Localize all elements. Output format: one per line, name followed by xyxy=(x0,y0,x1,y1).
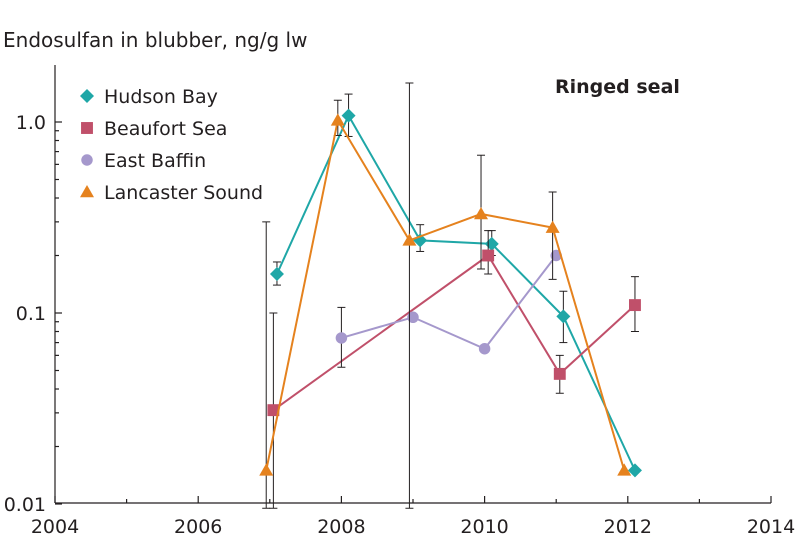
x-tick-label: 2010 xyxy=(460,516,508,538)
series-east-baffin xyxy=(335,249,562,368)
data-point-beaufort-sea xyxy=(482,249,495,262)
series-line-lancaster-sound xyxy=(265,117,626,471)
data-point-beaufort-sea xyxy=(629,299,641,312)
data-point-east-baffin xyxy=(478,342,491,355)
series-hudson-bay xyxy=(269,93,642,478)
legend-marker-east-baffin xyxy=(81,154,93,166)
data-point-beaufort-sea xyxy=(553,367,566,380)
y-tick-label: 0.01 xyxy=(4,494,46,516)
chart-title: Endosulfan in blubber, ng/g lw xyxy=(3,28,307,52)
data-point-lancaster-sound xyxy=(330,113,345,126)
legend-marker-beaufort-sea xyxy=(81,122,93,134)
legend-label-hudson-bay: Hudson Bay xyxy=(104,86,218,108)
legend-label-lancaster-sound: Lancaster Sound xyxy=(104,182,263,204)
x-tick-label: 2008 xyxy=(317,516,365,538)
series-beaufort-sea xyxy=(267,230,641,509)
series-lancaster-sound xyxy=(259,82,632,509)
legend-label-beaufort-sea: Beaufort Sea xyxy=(104,118,227,140)
data-point-lancaster-sound xyxy=(402,233,417,246)
data-point-lancaster-sound xyxy=(545,220,560,233)
y-tick-label: 1.0 xyxy=(16,112,46,134)
data-point-hudson-bay xyxy=(341,108,356,123)
plot-area xyxy=(259,82,642,509)
x-tick-label: 2006 xyxy=(174,516,222,538)
y-tick-label: 0.1 xyxy=(16,303,46,325)
legend-marker-lancaster-sound xyxy=(80,185,94,198)
legend: Hudson Bay Beaufort Sea East Baffin Lancast… xyxy=(80,86,263,204)
data-point-east-baffin xyxy=(407,311,419,323)
series-line-east-baffin xyxy=(341,254,557,350)
data-point-hudson-bay xyxy=(269,267,284,282)
legend-marker-hudson-bay xyxy=(80,89,94,103)
legend-label-east-baffin: East Baffin xyxy=(104,150,206,172)
x-tick-label: 2012 xyxy=(604,516,652,538)
data-point-beaufort-sea xyxy=(267,404,280,417)
data-point-lancaster-sound xyxy=(474,206,489,220)
data-point-lancaster-sound xyxy=(617,463,632,476)
axes: 2004 2006 2008 2010 2012 2014 0.01 0.1 1.0 xyxy=(4,65,795,538)
x-tick-label: 2004 xyxy=(31,516,79,538)
data-point-hudson-bay xyxy=(627,463,642,478)
chart-annotation: Ringed seal xyxy=(555,76,680,98)
series-line-hudson-bay xyxy=(276,113,636,471)
data-point-east-baffin xyxy=(335,332,348,344)
data-point-lancaster-sound xyxy=(259,463,274,476)
data-point-hudson-bay xyxy=(556,309,571,324)
x-tick-label: 2014 xyxy=(747,516,795,538)
series-line-beaufort-sea xyxy=(272,254,636,411)
